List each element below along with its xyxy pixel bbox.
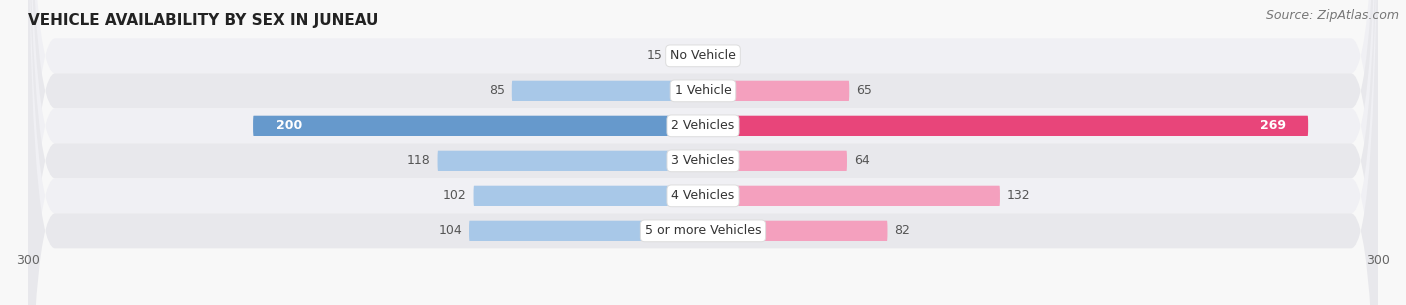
FancyBboxPatch shape <box>703 116 1308 136</box>
Text: 85: 85 <box>489 84 505 97</box>
FancyBboxPatch shape <box>28 0 1378 305</box>
Text: 118: 118 <box>408 154 430 167</box>
FancyBboxPatch shape <box>28 0 1378 305</box>
FancyBboxPatch shape <box>28 0 1378 305</box>
Text: No Vehicle: No Vehicle <box>671 49 735 62</box>
Text: 65: 65 <box>856 84 872 97</box>
Text: 269: 269 <box>1260 119 1285 132</box>
FancyBboxPatch shape <box>703 151 846 171</box>
Text: 102: 102 <box>443 189 467 202</box>
FancyBboxPatch shape <box>474 186 703 206</box>
FancyBboxPatch shape <box>28 0 1378 305</box>
FancyBboxPatch shape <box>253 116 703 136</box>
Text: 2 Vehicles: 2 Vehicles <box>672 119 734 132</box>
Text: 200: 200 <box>276 119 302 132</box>
Text: 104: 104 <box>439 224 463 237</box>
FancyBboxPatch shape <box>512 81 703 101</box>
Text: 82: 82 <box>894 224 910 237</box>
FancyBboxPatch shape <box>28 0 1378 305</box>
FancyBboxPatch shape <box>703 186 1000 206</box>
FancyBboxPatch shape <box>28 0 1378 305</box>
FancyBboxPatch shape <box>703 221 887 241</box>
Text: 4 Vehicles: 4 Vehicles <box>672 189 734 202</box>
Text: Source: ZipAtlas.com: Source: ZipAtlas.com <box>1265 9 1399 22</box>
FancyBboxPatch shape <box>437 151 703 171</box>
Text: 5 or more Vehicles: 5 or more Vehicles <box>645 224 761 237</box>
Text: 15: 15 <box>647 49 662 62</box>
Text: 1 Vehicle: 1 Vehicle <box>675 84 731 97</box>
Text: 64: 64 <box>853 154 869 167</box>
Text: 132: 132 <box>1007 189 1031 202</box>
FancyBboxPatch shape <box>669 46 703 66</box>
FancyBboxPatch shape <box>703 81 849 101</box>
Text: 3 Vehicles: 3 Vehicles <box>672 154 734 167</box>
FancyBboxPatch shape <box>470 221 703 241</box>
Text: VEHICLE AVAILABILITY BY SEX IN JUNEAU: VEHICLE AVAILABILITY BY SEX IN JUNEAU <box>28 13 378 28</box>
Text: 0: 0 <box>710 49 717 62</box>
